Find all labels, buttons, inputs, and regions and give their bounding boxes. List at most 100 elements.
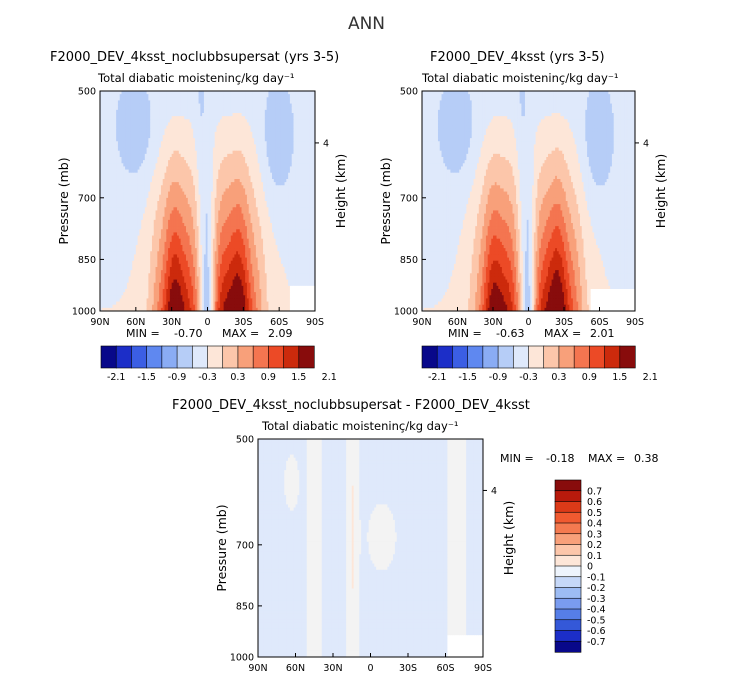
panel3-xtick-label: 90N [248, 663, 267, 674]
colorbar2-swatch [544, 346, 560, 368]
colorbar3-swatch [555, 534, 581, 545]
colorbar3-swatch [555, 641, 581, 652]
colorbar3-tick-label: 0.4 [587, 519, 602, 530]
colorbar3-swatch [555, 588, 581, 599]
colorbar2-swatch [468, 346, 484, 368]
panel3-ytick-label: 1000 [230, 653, 254, 664]
colorbar1-swatch [253, 346, 269, 368]
colorbar1-swatch [131, 346, 147, 368]
panel3-ytick-label: 500 [236, 435, 254, 446]
panel2-y2label: Height (km) [653, 154, 668, 228]
colorbar1-swatch [147, 346, 163, 368]
panel3-y2tick-label: 4 [491, 486, 497, 497]
panel1-ytick-label: 850 [78, 255, 96, 266]
colorbar3-tick-label: -0.3 [587, 594, 606, 605]
colorbar3-tick-label: 0.6 [587, 497, 602, 508]
panel2-xtick-label: 0 [525, 317, 531, 328]
colorbar3: 0.70.60.50.40.30.20.10-0.1-0.2-0.3-0.4-0… [555, 480, 606, 652]
colorbar2-tick-label: 0.9 [582, 372, 597, 383]
panel1-xtick-label: 90S [306, 317, 324, 328]
colorbar1-tick-label: 0.9 [261, 372, 276, 383]
panel2-ytick-label: 500 [400, 87, 418, 98]
panel1-xtick-label: 30N [162, 317, 181, 328]
colorbar3-tick-label: -0.2 [587, 583, 606, 594]
panel1-y2label: Height (km) [333, 154, 348, 228]
colorbar1-swatch [101, 346, 117, 368]
colorbar1-tick-label: 2.1 [322, 372, 337, 383]
colorbar1-swatch [116, 346, 132, 368]
colorbar1-swatch [299, 346, 315, 368]
panel1-y2tick-label: 4 [323, 138, 329, 149]
panel3-ytick-label: 850 [236, 601, 254, 612]
colorbar1-tick-label: 0.3 [230, 372, 245, 383]
panel2-xtick-label: 90N [412, 317, 431, 328]
colorbar1-tick-label: -2.1 [107, 372, 126, 383]
colorbar3-swatch [555, 545, 581, 556]
colorbar3-tick-label: -0.4 [587, 605, 606, 616]
colorbar1-swatch [238, 346, 254, 368]
colorbar1-tick-label: -1.5 [137, 372, 156, 383]
colorbar1-swatch [177, 346, 193, 368]
panel2-xtick-label: 60S [590, 317, 608, 328]
colorbar1-tick-label: -0.9 [168, 372, 187, 383]
colorbar2-swatch [559, 346, 575, 368]
colorbar3-swatch [555, 566, 581, 577]
colorbar3-tick-label: -0.7 [587, 637, 606, 648]
colorbar3-tick-label: -0.1 [587, 572, 606, 583]
panel1-xtick-label: 90N [90, 317, 109, 328]
panel2-xtick-label: 30N [483, 317, 502, 328]
colorbar2-swatch [589, 346, 605, 368]
colorbar3-swatch [555, 609, 581, 620]
panel2-plot: 90N 60N 30N 0 30S 60S 90S50070085010004Pressur… [378, 87, 668, 329]
colorbar1-swatch [223, 346, 239, 368]
colorbar1-swatch [268, 346, 284, 368]
panel2-xtick-label: 90S [626, 317, 644, 328]
colorbar2-tick-label: 2.1 [643, 372, 658, 383]
panel3-plot: 90N 60N 30N 0 30S 60S 90S50070085010004Pressur… [214, 435, 516, 675]
panel1-xtick-label: 60N [126, 317, 145, 328]
panel3-xtick-label: 0 [367, 663, 373, 674]
panel3-ytick-label: 700 [236, 540, 254, 551]
panel1-xtick-label: 0 [204, 317, 210, 328]
colorbar2-swatch [605, 346, 621, 368]
panel3-ylabel: Pressure (mb) [214, 504, 229, 591]
panel3-y2label: Height (km) [501, 501, 516, 575]
colorbar3-tick-label: 0.2 [587, 540, 602, 551]
colorbar2-swatch [574, 346, 590, 368]
colorbar3-swatch [555, 502, 581, 513]
colorbar2-tick-label: -1.5 [458, 372, 477, 383]
colorbar1-swatch [284, 346, 300, 368]
panel1-plot: 90N 60N 30N 0 30S 60S 90S50070085010004Pressur… [56, 87, 348, 329]
colorbar1-tick-label: -0.3 [198, 372, 217, 383]
colorbar2-swatch [437, 346, 453, 368]
panel1-ytick-label: 1000 [72, 307, 96, 318]
colorbar2: -2.1 -1.5 -0.9 -0.3 0.3 0.9 1.5 2.1 [422, 346, 658, 383]
panel1-ylabel: Pressure (mb) [56, 157, 71, 244]
panel2-ytick-label: 1000 [394, 307, 418, 318]
colorbar3-tick-label: 0 [587, 562, 593, 573]
colorbar1: -2.1 -1.5 -0.9 -0.3 0.3 0.9 1.5 2.1 [101, 346, 337, 383]
colorbar3-swatch [555, 598, 581, 609]
colorbar2-tick-label: 0.3 [551, 372, 566, 383]
panel2-ytick-label: 700 [400, 193, 418, 204]
colorbar2-swatch [513, 346, 529, 368]
colorbar3-tick-label: 0.7 [587, 486, 602, 497]
colorbar2-swatch [483, 346, 499, 368]
colorbar3-swatch [555, 523, 581, 534]
colorbar1-swatch [208, 346, 224, 368]
colorbar1-tick-label: 1.5 [291, 372, 306, 383]
colorbar3-swatch [555, 555, 581, 566]
colorbar3-tick-label: 0.5 [587, 508, 602, 519]
colorbar3-swatch [555, 480, 581, 491]
colorbar2-tick-label: -0.9 [489, 372, 508, 383]
colorbar1-swatch [162, 346, 178, 368]
colorbar2-swatch [620, 346, 636, 368]
colorbar3-swatch [555, 577, 581, 588]
colorbar2-tick-label: 1.5 [612, 372, 627, 383]
colorbar2-tick-label: -2.1 [428, 372, 447, 383]
colorbar3-tick-label: -0.6 [587, 626, 606, 637]
colorbar2-swatch [498, 346, 514, 368]
panel1-ytick-label: 500 [78, 87, 96, 98]
figure-canvas: 90N 60N 30N 0 30S 60S 90S50070085010004Pressur… [0, 0, 733, 680]
colorbar3-tick-label: -0.5 [587, 615, 606, 626]
